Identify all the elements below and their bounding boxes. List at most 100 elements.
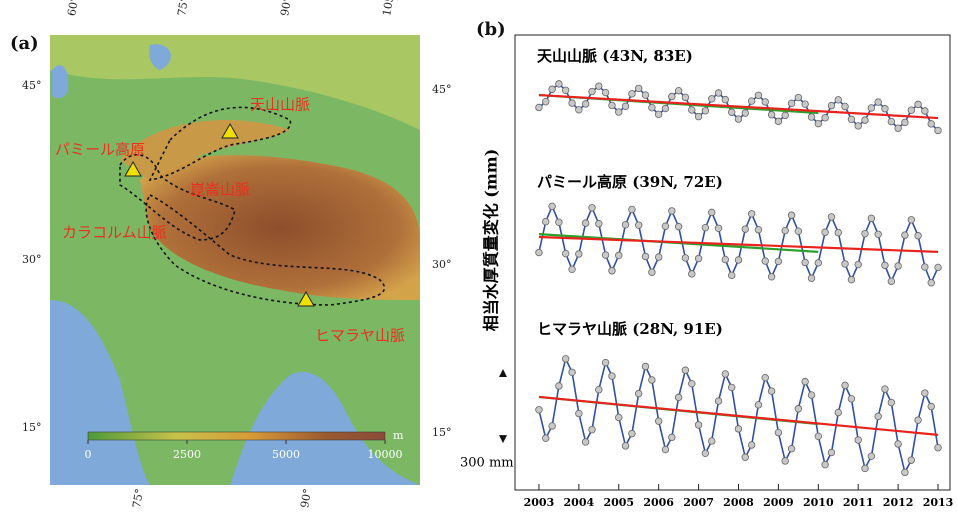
observation bbox=[747, 441, 756, 449]
observation bbox=[701, 107, 710, 115]
observation bbox=[641, 91, 650, 99]
observation bbox=[628, 205, 636, 214]
colorbar-tick-label: 0 bbox=[85, 448, 92, 461]
lat-label: 45° bbox=[22, 79, 42, 92]
observation bbox=[674, 87, 683, 95]
observation bbox=[774, 117, 783, 126]
observation bbox=[907, 456, 915, 464]
observation bbox=[761, 373, 769, 382]
observation bbox=[841, 102, 849, 111]
region-label: カラコルム山脈 bbox=[62, 224, 167, 242]
lat-label: 30° bbox=[432, 258, 452, 271]
observation bbox=[615, 251, 623, 260]
region-label: パミール高原 bbox=[55, 141, 145, 159]
observation bbox=[887, 398, 896, 407]
observation bbox=[561, 86, 570, 94]
observation bbox=[575, 409, 583, 418]
observation bbox=[827, 448, 836, 457]
observation bbox=[721, 255, 730, 264]
observation bbox=[867, 104, 876, 112]
observation bbox=[681, 366, 690, 374]
observation bbox=[621, 102, 630, 110]
observation bbox=[555, 218, 563, 226]
observation bbox=[794, 405, 803, 413]
observation bbox=[874, 412, 882, 421]
observation bbox=[661, 445, 670, 454]
observation bbox=[708, 208, 716, 217]
colorbar-tick-label: 10000 bbox=[368, 448, 403, 461]
observation bbox=[621, 442, 630, 450]
observation bbox=[728, 271, 736, 280]
observation bbox=[548, 422, 556, 430]
observation bbox=[615, 413, 623, 422]
y-axis-label: 相当水厚質量変化 (mm) bbox=[482, 149, 501, 332]
observation bbox=[694, 112, 703, 121]
x-tick-label: 2008 bbox=[723, 496, 754, 509]
observation bbox=[914, 416, 922, 424]
observation bbox=[861, 116, 869, 124]
observation bbox=[801, 100, 809, 108]
observation bbox=[568, 99, 576, 107]
observation bbox=[721, 370, 730, 378]
observation bbox=[568, 265, 576, 274]
observation bbox=[741, 453, 749, 461]
observation bbox=[628, 429, 636, 438]
observation bbox=[881, 261, 889, 270]
observation bbox=[601, 358, 610, 367]
observation bbox=[648, 376, 656, 384]
observation bbox=[847, 395, 856, 403]
observation bbox=[854, 260, 862, 269]
observation bbox=[774, 428, 783, 437]
observation bbox=[708, 437, 716, 445]
observation bbox=[661, 104, 670, 113]
observation bbox=[874, 230, 882, 238]
lat-label: 30° bbox=[22, 253, 42, 266]
observation bbox=[595, 386, 603, 394]
observation bbox=[847, 275, 856, 284]
observation bbox=[887, 277, 896, 286]
observation bbox=[641, 252, 650, 261]
x-tick-label: 2007 bbox=[683, 496, 714, 509]
lon-label: 90° bbox=[278, 0, 294, 17]
observation bbox=[927, 402, 935, 411]
observation bbox=[821, 460, 829, 469]
observation bbox=[615, 108, 623, 116]
observation bbox=[535, 406, 543, 414]
observation bbox=[834, 228, 842, 237]
lat-label: 15° bbox=[432, 426, 452, 439]
observation bbox=[894, 124, 902, 132]
observation bbox=[921, 389, 929, 397]
observation bbox=[927, 120, 935, 128]
observation bbox=[827, 213, 836, 221]
observation bbox=[907, 106, 915, 114]
observation bbox=[934, 444, 942, 452]
observation bbox=[728, 383, 736, 392]
observation bbox=[635, 84, 643, 93]
observation bbox=[781, 226, 789, 235]
observation bbox=[794, 227, 803, 235]
observation bbox=[761, 257, 769, 265]
observation bbox=[881, 105, 889, 113]
observation bbox=[694, 421, 703, 429]
x-tick-label: 2005 bbox=[603, 496, 634, 509]
observation bbox=[621, 221, 630, 229]
observation bbox=[654, 253, 663, 261]
observation bbox=[701, 223, 710, 232]
observation bbox=[701, 449, 710, 457]
observation bbox=[635, 389, 643, 398]
scale-arrow bbox=[499, 435, 507, 444]
panel-label: (b) bbox=[476, 19, 506, 40]
observation bbox=[714, 224, 723, 232]
observation bbox=[741, 225, 749, 233]
map: (a) 天山山脈 パミール高原 崑崙山脈 カラコルム山脈 ヒマラヤ山脈 60° … bbox=[10, 0, 452, 509]
observation bbox=[787, 445, 796, 453]
observation bbox=[581, 100, 590, 108]
lat-label: 15° bbox=[22, 421, 42, 434]
observation bbox=[581, 438, 590, 446]
region-label: ヒマラヤ山脈 bbox=[315, 327, 405, 345]
colorbar-unit: m bbox=[393, 429, 404, 442]
lon-label: 75° bbox=[175, 0, 191, 17]
x-tick-label: 2006 bbox=[643, 496, 674, 509]
observation bbox=[588, 204, 596, 212]
observation bbox=[734, 115, 743, 123]
